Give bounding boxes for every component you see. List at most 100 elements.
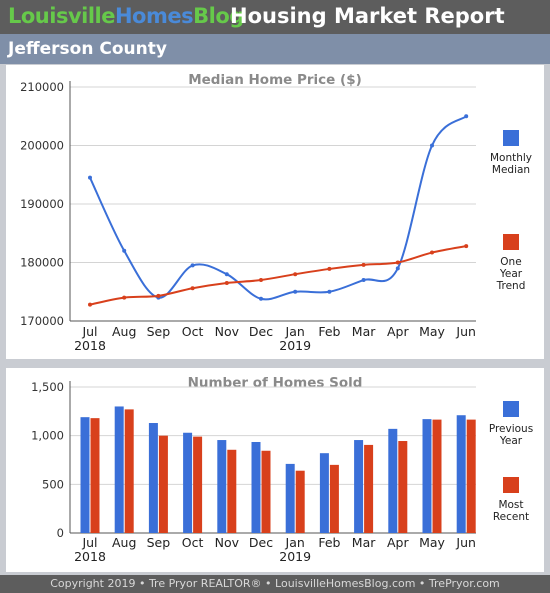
x-tick-label: Jul bbox=[81, 324, 97, 339]
data-point bbox=[464, 114, 469, 119]
legend-label: One bbox=[500, 256, 521, 268]
x-tick-label: May bbox=[419, 535, 445, 550]
data-point bbox=[395, 266, 400, 271]
bar-most-recent bbox=[329, 464, 339, 533]
x-tick-label: Sep bbox=[147, 324, 171, 339]
legend-label: Year bbox=[499, 268, 523, 280]
data-point bbox=[190, 263, 195, 268]
data-point bbox=[259, 296, 263, 301]
bar-most-recent bbox=[124, 409, 134, 533]
county-bar: Jefferson County bbox=[0, 34, 550, 64]
y-tick-label: 190000 bbox=[20, 197, 64, 211]
bar-most-recent bbox=[158, 435, 168, 533]
x-tick-label: Oct bbox=[182, 535, 204, 550]
bar-most-recent bbox=[261, 450, 271, 533]
data-point bbox=[464, 244, 469, 249]
bar-most-recent bbox=[432, 419, 442, 533]
x-tick-label: Sep bbox=[147, 535, 171, 550]
data-point bbox=[156, 293, 161, 298]
data-point bbox=[224, 272, 229, 277]
bar-most-recent bbox=[466, 419, 476, 533]
legend-label: Previous bbox=[489, 423, 533, 435]
x-tick-label: Jan bbox=[285, 535, 305, 550]
data-point bbox=[190, 286, 195, 291]
brand-part-3: Blog bbox=[193, 4, 244, 28]
series-line-monthly-median bbox=[89, 115, 467, 301]
data-point bbox=[293, 289, 298, 294]
bar-most-recent bbox=[193, 436, 203, 533]
x-tick-label: Nov bbox=[215, 324, 240, 339]
price-chart-panel: Median Home Price ($) 170000 180000 190000 2… bbox=[6, 65, 544, 359]
legend-swatch bbox=[503, 234, 519, 250]
x-tick-label: Mar bbox=[352, 324, 376, 339]
data-point bbox=[293, 272, 298, 277]
footer-bar: Copyright 2019 • Tre Pryor REALTOR® • Lo… bbox=[0, 575, 550, 593]
data-point bbox=[395, 260, 400, 265]
bar-previous-year bbox=[183, 432, 193, 533]
x-tick-label: Dec bbox=[249, 324, 273, 339]
year-label: 2019 bbox=[279, 338, 311, 353]
legend-label: Recent bbox=[493, 511, 529, 523]
homes-sold-chart: Number of Homes Sold 0 500 1,000 1,500 Jul Aug… bbox=[31, 375, 533, 564]
x-tick-label: Jul bbox=[81, 535, 97, 550]
y-tick-label: 180000 bbox=[20, 256, 64, 270]
legend-label: Most bbox=[498, 499, 523, 511]
y-tick-label: 0 bbox=[57, 526, 64, 540]
series-line-one-year-trend bbox=[89, 245, 467, 306]
y-tick-label: 1,000 bbox=[31, 429, 64, 443]
x-tick-label: Jan bbox=[285, 324, 305, 339]
y-tick-label: 1,500 bbox=[31, 380, 64, 394]
year-label: 2018 bbox=[74, 338, 106, 353]
bar-previous-year bbox=[217, 440, 227, 533]
header-bar: LouisvilleHomesBlog Housing Market Repor… bbox=[0, 0, 550, 34]
y-tick-label: 170000 bbox=[20, 314, 64, 328]
bar-previous-year bbox=[148, 423, 158, 533]
data-point bbox=[88, 175, 92, 180]
sold-chart-panel: Number of Homes Sold 0 500 1,000 1,500 Jul Aug… bbox=[6, 368, 544, 572]
bar-previous-year bbox=[114, 406, 124, 533]
x-tick-label: Aug bbox=[112, 324, 136, 339]
x-tick-label: Apr bbox=[387, 324, 409, 339]
data-point bbox=[361, 262, 366, 267]
bar-previous-year bbox=[456, 415, 466, 533]
data-point bbox=[259, 278, 263, 283]
y-tick-label: 200000 bbox=[20, 139, 64, 153]
bar-most-recent bbox=[364, 444, 374, 533]
data-point bbox=[122, 248, 127, 253]
x-tick-label: Jun bbox=[455, 324, 476, 339]
y-tick-label: 500 bbox=[42, 477, 64, 491]
brand-part-2: Homes bbox=[114, 4, 194, 28]
legend-label: Median bbox=[492, 164, 530, 176]
bar-previous-year bbox=[251, 441, 261, 533]
bar-previous-year bbox=[80, 417, 90, 533]
chart-title: Number of Homes Sold bbox=[188, 375, 363, 391]
legend-swatch bbox=[503, 130, 519, 146]
x-tick-label: Nov bbox=[215, 535, 240, 550]
bar-previous-year bbox=[354, 440, 364, 533]
bar-previous-year bbox=[319, 453, 329, 533]
x-tick-label: Apr bbox=[387, 535, 409, 550]
data-point bbox=[327, 289, 332, 294]
legend-label: Year bbox=[499, 435, 523, 447]
bar-most-recent bbox=[227, 449, 237, 533]
year-label: 2018 bbox=[74, 549, 106, 564]
bar-most-recent bbox=[398, 441, 408, 533]
data-point bbox=[430, 250, 434, 255]
x-tick-label: Jun bbox=[455, 535, 476, 550]
x-tick-label: Mar bbox=[352, 535, 376, 550]
x-tick-label: May bbox=[419, 324, 445, 339]
legend-swatch bbox=[503, 477, 519, 493]
brand-logo: LouisvilleHomesBlog bbox=[8, 4, 244, 28]
median-price-chart: Median Home Price ($) 170000 180000 190000 2… bbox=[20, 72, 532, 353]
footer-copyright: Copyright 2019 • Tre Pryor REALTOR® • Lo… bbox=[50, 577, 500, 590]
x-tick-label: Feb bbox=[318, 324, 340, 339]
year-label: 2019 bbox=[279, 549, 311, 564]
chart-title: Median Home Price ($) bbox=[188, 72, 362, 88]
x-tick-label: Oct bbox=[182, 324, 204, 339]
bar-previous-year bbox=[388, 428, 398, 533]
data-point bbox=[224, 280, 229, 285]
county-name: Jefferson County bbox=[8, 39, 167, 59]
data-point bbox=[361, 278, 366, 283]
x-tick-label: Aug bbox=[112, 535, 136, 550]
